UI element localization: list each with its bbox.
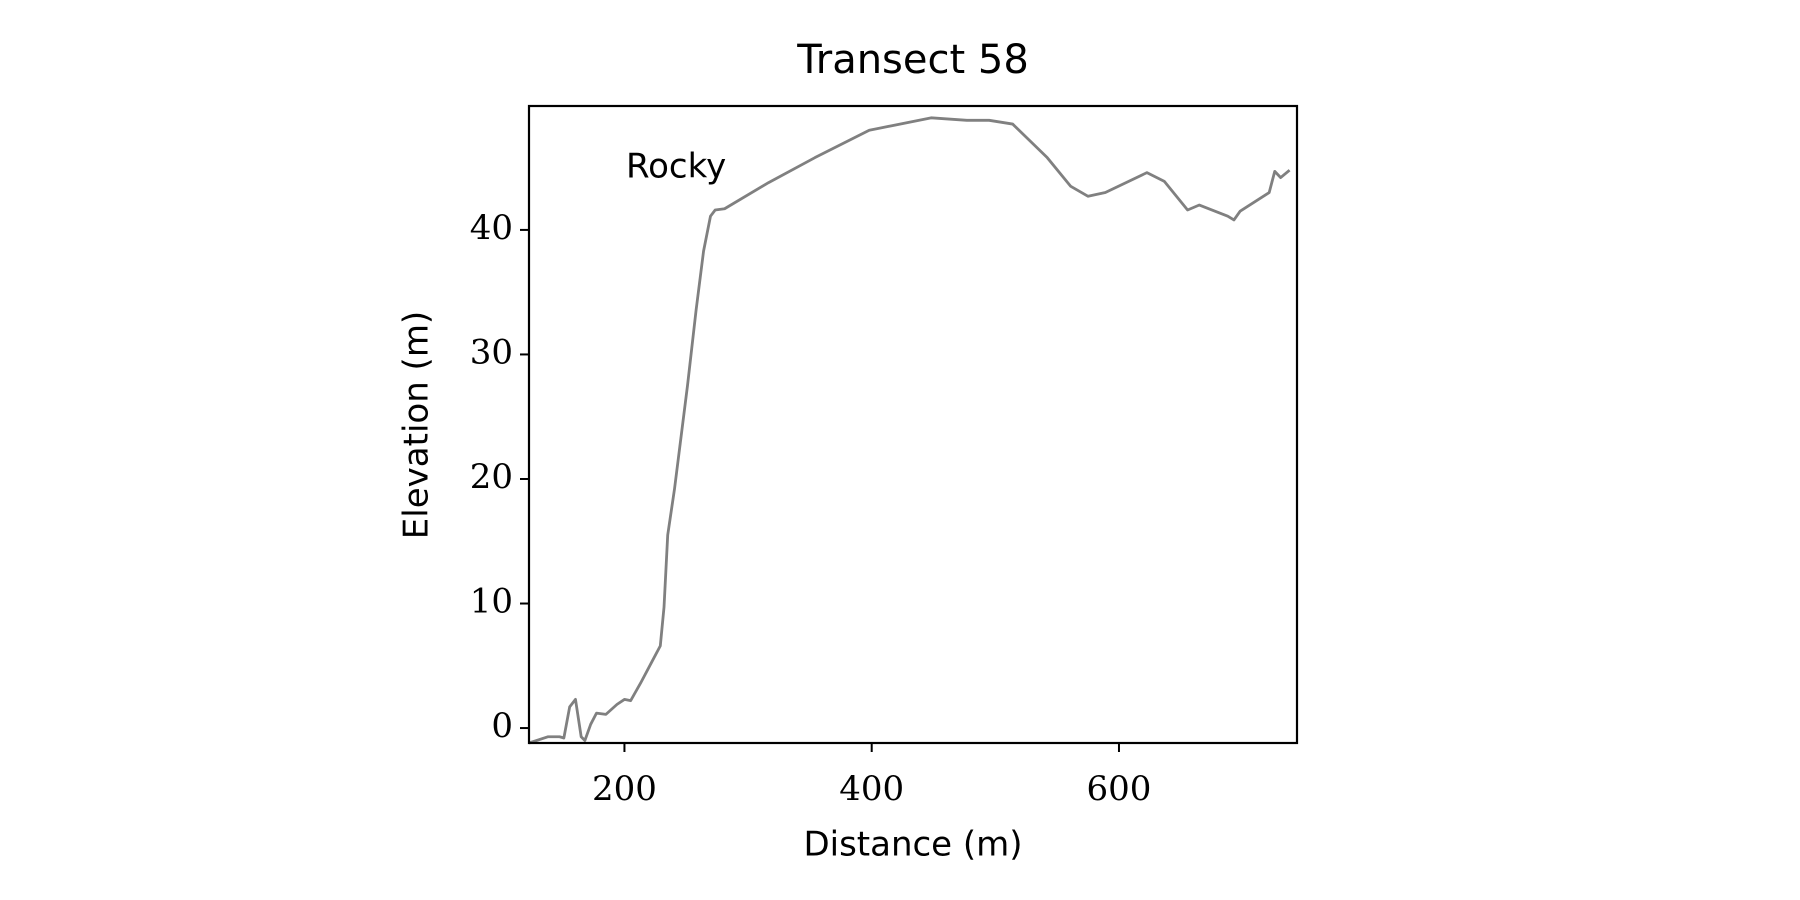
plot-frame xyxy=(527,104,1299,745)
x-tick-label: 400 xyxy=(839,769,904,809)
line-series xyxy=(528,116,1291,745)
y-tick-label: 20 xyxy=(470,457,513,497)
x-axis-label: Distance (m) xyxy=(803,825,1022,865)
y-tick-label: 30 xyxy=(470,332,513,372)
y-tick-label: 10 xyxy=(470,582,513,622)
y-tick-label: 0 xyxy=(491,706,513,746)
x-tick-label: 200 xyxy=(592,769,657,809)
y-axis-label: Elevation (m) xyxy=(397,311,437,539)
y-tick-label: 40 xyxy=(470,208,513,248)
annotation: Rocky xyxy=(626,147,726,187)
chart-title: Transect 58 xyxy=(796,37,1029,83)
x-tick-label: 600 xyxy=(1087,769,1152,809)
